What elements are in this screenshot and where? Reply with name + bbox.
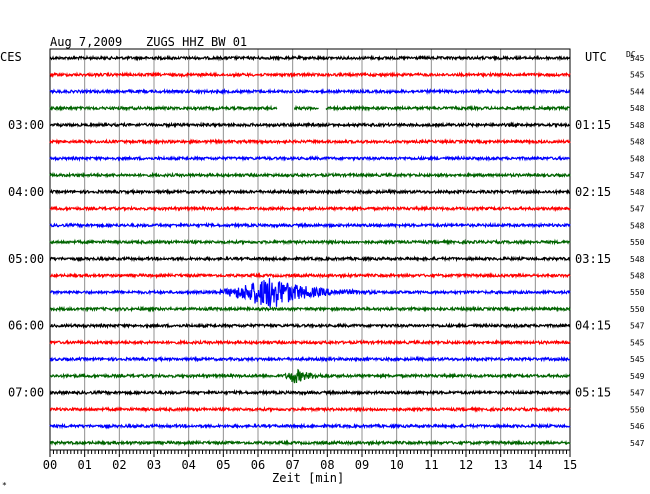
dc-value-label: 548 (630, 188, 645, 197)
right-hour-label: 03:15 (575, 252, 611, 266)
dc-value-label: 545 (630, 338, 645, 347)
dc-value-label: 544 (630, 87, 645, 96)
dc-value-label: 548 (630, 138, 645, 147)
x-axis: 00 01 02 03 04 05 06 07 08 09 10 11 12 13 14 15 (43, 450, 577, 472)
left-hour-label: 03:00 (8, 118, 44, 132)
dc-value-label: 548 (630, 255, 645, 264)
dc-value-label: 547 (630, 389, 645, 398)
trace-18 (50, 358, 570, 361)
dc-value-label: 550 (630, 305, 645, 314)
trace-2 (50, 90, 570, 93)
trace-7 (50, 174, 570, 177)
trace-19 (50, 370, 570, 383)
x-axis-title: Zeit [min] (272, 471, 344, 485)
right-timezone-label: UTC (585, 50, 607, 64)
trace-6 (50, 157, 570, 160)
trace-12 (50, 257, 570, 260)
x-tick-label: 14 (528, 458, 542, 472)
dc-value-label: 547 (630, 322, 645, 331)
corner-mark: * (2, 481, 7, 490)
x-tick-label: 01 (77, 458, 91, 472)
trace-13 (50, 274, 570, 277)
trace-4 (50, 124, 570, 127)
dc-value-label: 550 (630, 405, 645, 414)
x-tick-label: 10 (389, 458, 403, 472)
trace-22 (50, 425, 570, 428)
trace-0 (50, 57, 570, 60)
right-hour-label: 01:15 (575, 118, 611, 132)
x-tick-label: 09 (355, 458, 369, 472)
trace-5 (50, 140, 570, 143)
dc-value-label: 546 (630, 422, 645, 431)
labels-group: 03:00 04:00 05:00 06:00 07:00 01:15 02:15 03:15… (8, 54, 645, 448)
x-tick-label: 11 (424, 458, 438, 472)
x-tick-label: 13 (493, 458, 507, 472)
x-tick-label: 07 (285, 458, 299, 472)
trace-14 (50, 278, 570, 307)
station-label: ZUGS HHZ BW 01 (146, 35, 247, 49)
x-tick-label: 12 (459, 458, 473, 472)
left-hour-label: 04:00 (8, 185, 44, 199)
trace-20 (50, 391, 570, 394)
left-hour-label: 06:00 (8, 319, 44, 333)
trace-15 (50, 308, 570, 311)
dc-value-label: 550 (630, 288, 645, 297)
x-tick-label: 02 (112, 458, 126, 472)
trace-21 (50, 408, 570, 411)
x-tick-label: 00 (43, 458, 57, 472)
right-hour-label: 02:15 (575, 185, 611, 199)
date-label: Aug 7,2009 (50, 35, 122, 49)
dc-value-label: 548 (630, 104, 645, 113)
left-hour-label: 07:00 (8, 386, 44, 400)
x-tick-label: 08 (320, 458, 334, 472)
right-hour-label: 05:15 (575, 386, 611, 400)
dc-value-label: 550 (630, 238, 645, 247)
x-tick-label: 06 (251, 458, 265, 472)
x-tick-label: 03 (147, 458, 161, 472)
x-tick-label: 15 (563, 458, 577, 472)
trace-9 (50, 207, 570, 210)
dc-value-label: 548 (630, 221, 645, 230)
dc-value-label: 545 (630, 355, 645, 364)
right-hour-label: 04:15 (575, 319, 611, 333)
trace-17 (50, 341, 570, 344)
trace-11 (50, 241, 570, 244)
trace-10 (50, 224, 570, 227)
dc-value-label: 548 (630, 271, 645, 280)
dc-value-label: 549 (630, 372, 645, 381)
trace-8 (50, 191, 570, 194)
dc-value-label: 545 (630, 71, 645, 80)
dc-value-label: 548 (630, 121, 645, 130)
dc-value-label: 548 (630, 154, 645, 163)
trace-16 (50, 324, 570, 327)
trace-23 (50, 441, 570, 444)
dc-value-label: 547 (630, 439, 645, 448)
left-hour-label: 05:00 (8, 252, 44, 266)
x-tick-label: 05 (216, 458, 230, 472)
dc-value-label: 547 (630, 205, 645, 214)
x-tick-label: 04 (181, 458, 195, 472)
traces-group (50, 57, 570, 444)
trace-1 (50, 73, 570, 76)
dc-value-label: 547 (630, 171, 645, 180)
left-timezone-label: CES (0, 50, 22, 64)
dc-value-label: 545 (630, 54, 645, 63)
trace-3 (50, 107, 570, 110)
